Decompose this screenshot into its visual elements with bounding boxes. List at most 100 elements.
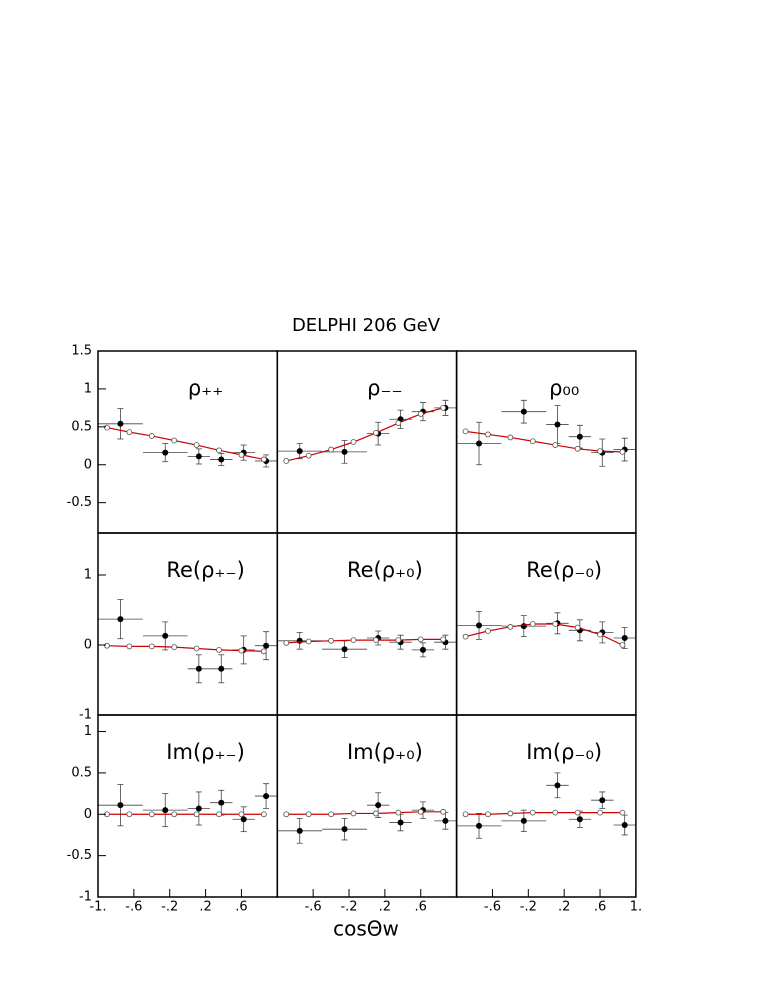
model-point xyxy=(238,647,245,654)
model-point xyxy=(597,631,603,638)
data-point xyxy=(520,817,527,824)
x-tick-label: -.2 xyxy=(161,900,178,915)
model-point xyxy=(552,621,559,627)
model-point xyxy=(148,643,155,650)
model-point xyxy=(440,636,447,643)
y-tick-label: 1 xyxy=(84,724,92,739)
model-point xyxy=(619,809,626,816)
panel-title: Im(ρ₊₋) xyxy=(166,740,245,764)
panel-frame xyxy=(455,350,637,534)
y-tick-label: 1.5 xyxy=(71,344,92,359)
data-point xyxy=(621,635,628,641)
model-point xyxy=(283,811,290,818)
y-tick-label: 0 xyxy=(84,638,92,653)
model-point xyxy=(328,637,334,644)
panel xyxy=(456,399,636,467)
x-tick-label: -1. xyxy=(89,900,106,915)
model-point xyxy=(148,433,155,439)
model-point xyxy=(417,411,424,417)
model-curve xyxy=(286,407,444,462)
x-tick-label: 1. xyxy=(630,900,642,915)
model-point xyxy=(507,810,514,817)
model-point xyxy=(216,647,222,653)
data-point xyxy=(117,802,124,809)
data-point xyxy=(195,805,202,812)
panel xyxy=(277,630,457,658)
model-curve xyxy=(106,427,264,461)
data-point xyxy=(341,646,348,653)
y-tick-label: 0.5 xyxy=(71,419,92,434)
data-point xyxy=(554,782,561,789)
data-point xyxy=(520,408,527,415)
model-point xyxy=(216,447,222,454)
model-point xyxy=(171,644,178,650)
data-point xyxy=(296,827,303,834)
model-point xyxy=(126,811,133,818)
model-point xyxy=(597,809,603,816)
model-point xyxy=(485,431,491,438)
model-curve xyxy=(465,623,623,646)
model-point xyxy=(619,642,626,648)
data-point xyxy=(117,616,124,623)
model-point xyxy=(350,439,357,445)
data-point xyxy=(476,622,483,629)
model-point xyxy=(350,810,357,817)
panel xyxy=(98,408,278,468)
model-point xyxy=(305,811,312,818)
data-point xyxy=(117,420,124,427)
panel xyxy=(456,772,636,839)
panel xyxy=(277,399,457,464)
model-point xyxy=(529,621,536,627)
model-point xyxy=(597,448,603,455)
data-point xyxy=(162,632,169,639)
x-axis-label: cosΘw xyxy=(333,917,399,941)
panel-title: Re(ρ₊₋) xyxy=(166,558,244,582)
model-point xyxy=(395,637,402,643)
model-point xyxy=(283,640,290,646)
panel xyxy=(456,611,636,649)
model-point xyxy=(507,623,514,630)
model-point xyxy=(395,420,402,426)
x-tick-label: -.2 xyxy=(340,900,357,915)
data-point xyxy=(476,822,483,829)
x-tick-label: -.6 xyxy=(125,900,142,915)
model-point xyxy=(283,458,290,464)
data-point xyxy=(162,807,169,814)
model-point xyxy=(260,811,267,818)
model-point xyxy=(529,438,536,445)
model-point xyxy=(485,628,491,634)
x-tick-label: .2 xyxy=(199,900,211,915)
model-curve xyxy=(465,430,623,453)
model-point xyxy=(238,811,245,818)
y-tick-label: -1 xyxy=(79,890,92,905)
model-point xyxy=(148,811,155,818)
model-point xyxy=(529,809,536,816)
model-point xyxy=(350,637,357,643)
model-point xyxy=(507,434,514,441)
model-point xyxy=(417,808,424,815)
model-point xyxy=(462,428,469,435)
data-point xyxy=(218,799,225,806)
data-point xyxy=(476,440,483,447)
x-tick-label: .6 xyxy=(594,900,606,915)
y-tick-label: 1 xyxy=(84,568,92,583)
data-point xyxy=(520,623,527,630)
model-point xyxy=(440,808,447,815)
data-point xyxy=(599,797,606,804)
panel-title: ρ₊₊ xyxy=(188,376,224,400)
data-point xyxy=(218,665,225,672)
model-point xyxy=(417,636,424,643)
panel xyxy=(98,599,278,684)
model-point xyxy=(193,442,200,448)
model-point xyxy=(462,811,469,818)
y-tick-label: -0.5 xyxy=(67,495,92,510)
panel-title: Re(ρ₊₀) xyxy=(347,558,423,582)
model-point xyxy=(485,811,491,818)
data-point xyxy=(419,646,426,653)
model-point xyxy=(552,442,559,448)
y-tick-label: 0 xyxy=(84,807,92,822)
model-point xyxy=(260,648,267,655)
model-point xyxy=(260,456,267,463)
y-tick-label: -1 xyxy=(79,708,92,723)
